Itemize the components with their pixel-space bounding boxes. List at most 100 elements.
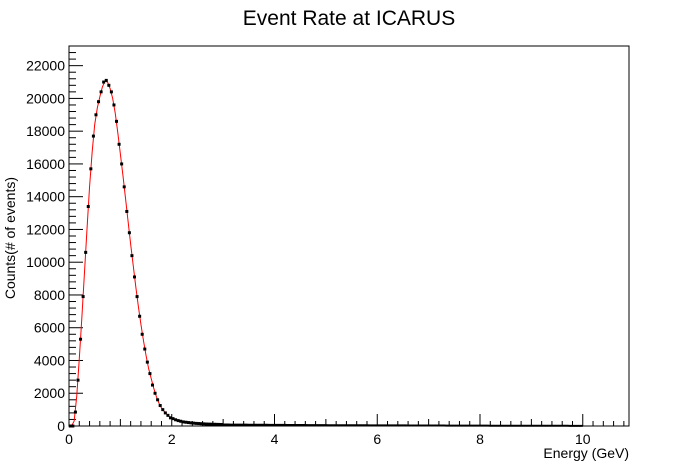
point-marker (99, 90, 103, 94)
point-marker (156, 398, 160, 402)
y-tick-label: 4000 (34, 352, 65, 368)
data-point (215, 422, 219, 426)
data-point (140, 332, 144, 336)
data-point (161, 408, 165, 412)
point-marker (73, 410, 77, 414)
point-marker (102, 80, 106, 84)
data-point (86, 205, 90, 209)
data-point (73, 410, 77, 414)
point-marker (179, 419, 183, 423)
point-marker (135, 295, 139, 299)
data-point (156, 398, 160, 402)
data-point (120, 162, 124, 166)
point-marker (168, 416, 172, 420)
point-marker (127, 231, 131, 235)
data-point (68, 424, 72, 428)
point-marker (181, 420, 185, 424)
data-point (125, 209, 129, 213)
point-marker (89, 167, 93, 171)
point-marker (125, 209, 129, 213)
point-marker (107, 83, 111, 87)
point-marker (138, 314, 142, 318)
tail-points (223, 423, 583, 427)
y-tick-label: 18000 (26, 123, 65, 139)
point-marker (76, 378, 80, 382)
data-point (97, 100, 101, 104)
point-marker (104, 78, 108, 82)
point-marker (94, 113, 98, 117)
y-tick-label: 14000 (26, 189, 65, 205)
point-marker (158, 404, 162, 408)
point-marker (197, 422, 201, 426)
point-marker (97, 100, 101, 104)
point-marker (189, 421, 193, 425)
point-marker (112, 103, 116, 107)
point-marker (210, 422, 214, 426)
data-point (217, 422, 221, 426)
x-tick-label: 0 (65, 431, 73, 447)
data-point (84, 250, 88, 254)
y-axis: 0 2000 4000 6000 8000 10000 12000 14000 16000 180… (26, 45, 83, 434)
data-point (163, 411, 167, 415)
point-marker (171, 417, 175, 421)
data-point (220, 423, 224, 427)
data-point (127, 231, 131, 235)
point-marker (71, 424, 75, 428)
data-point (130, 254, 134, 258)
data-point (79, 337, 83, 341)
point-marker (140, 332, 144, 336)
y-tick-label: 8000 (34, 287, 65, 303)
y-tick-label: 22000 (26, 58, 65, 74)
point-marker (150, 383, 154, 387)
data-point (168, 416, 172, 420)
data-point (104, 78, 108, 82)
y-tick-label: 0 (57, 418, 65, 434)
x-axis-label: Energy (GeV) (543, 445, 629, 461)
point-marker (207, 422, 211, 426)
y-tick-label: 6000 (34, 320, 65, 336)
point-marker (86, 205, 90, 209)
point-marker (122, 185, 126, 189)
data-point (186, 421, 190, 425)
data-point (210, 422, 214, 426)
data-point (112, 103, 116, 107)
data-point (179, 419, 183, 423)
x-tick-label: 10 (575, 431, 591, 447)
data-point (153, 391, 157, 395)
data-point (71, 424, 75, 428)
data-point (135, 295, 139, 299)
data-point (109, 90, 113, 94)
point-marker (192, 421, 196, 425)
point-marker (120, 162, 124, 166)
data-point (99, 90, 103, 94)
point-marker (91, 134, 95, 138)
data-point (150, 383, 154, 387)
point-marker (212, 422, 216, 426)
data-point (81, 295, 85, 299)
point-marker (202, 422, 206, 426)
x-tick-label: 8 (476, 431, 484, 447)
x-tick-label: 6 (373, 431, 381, 447)
data-point (122, 185, 126, 189)
point-marker (145, 360, 149, 364)
data-point (171, 417, 175, 421)
point-marker (166, 413, 170, 417)
point-marker (204, 422, 208, 426)
x-tick-label: 2 (168, 431, 176, 447)
point-marker (117, 142, 121, 146)
x-axis: 0 2 4 6 8 10 (65, 414, 625, 447)
series-layer (68, 78, 583, 428)
data-point (107, 83, 111, 87)
data-point (202, 422, 206, 426)
point-marker (220, 423, 224, 427)
point-marker (115, 119, 119, 123)
point-marker (109, 90, 113, 94)
data-point (176, 419, 180, 423)
point-marker (186, 421, 190, 425)
data-point (102, 80, 106, 84)
data-point (204, 422, 208, 426)
data-point (166, 413, 170, 417)
point-marker (84, 250, 88, 254)
